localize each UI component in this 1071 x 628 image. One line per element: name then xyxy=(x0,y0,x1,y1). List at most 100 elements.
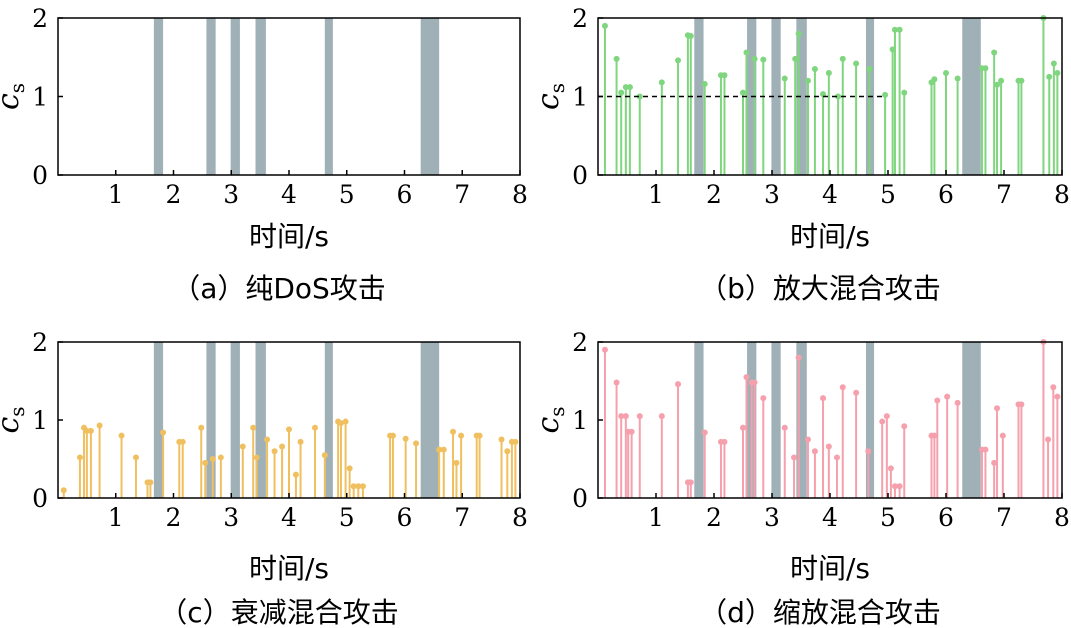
stem-marker xyxy=(751,379,758,386)
stem-marker xyxy=(675,57,682,64)
stem-marker xyxy=(476,432,483,439)
stem-marker xyxy=(931,432,938,439)
chart-panel-c: 1 2 3 4 5 6 7 8 0 1 2 cs 时间/s （c）衰减混合攻击 xyxy=(0,328,528,628)
stem-marker xyxy=(901,89,908,96)
y-axis-label-main: c xyxy=(0,93,26,110)
y-tick-label: 2 xyxy=(572,328,588,357)
stem-marker xyxy=(202,459,209,466)
x-tick-label: 3 xyxy=(764,503,780,532)
plot-frame xyxy=(57,17,521,176)
attack-interval-band xyxy=(420,342,440,498)
stem-marker xyxy=(804,436,811,443)
panel-caption: （d）缩放混合攻击 xyxy=(699,596,941,628)
stem-marker xyxy=(891,26,898,33)
stem-marker xyxy=(743,49,750,56)
x-tick-label: 1 xyxy=(648,503,664,532)
y-tick-label: 2 xyxy=(32,4,48,33)
stem-marker xyxy=(931,76,938,83)
x-tick-label: 8 xyxy=(1054,180,1070,209)
stem-marker xyxy=(882,91,889,98)
x-tick-label: 8 xyxy=(512,180,528,209)
x-tick-label: 3 xyxy=(223,180,239,209)
y-axis-label-main: c xyxy=(531,417,566,434)
stem-marker xyxy=(804,77,811,84)
y-tick-label: 0 xyxy=(32,484,48,513)
stem-marker xyxy=(601,22,608,29)
stem-marker xyxy=(721,438,728,445)
y-axis-label: cs xyxy=(0,406,29,433)
x-axis-label: 时间/s xyxy=(790,552,870,585)
stem-marker xyxy=(601,346,608,353)
stem-marker xyxy=(891,483,898,490)
attack-interval-band xyxy=(324,18,333,175)
stem-marker xyxy=(934,397,941,404)
stem-marker xyxy=(1054,69,1061,76)
x-tick-label: 2 xyxy=(166,503,182,532)
stem-marker xyxy=(1050,60,1057,67)
attack-interval-band xyxy=(324,342,333,498)
chart-panel-d: 1 2 3 4 5 6 7 8 0 1 2 cs 时间/s （d）缩放混合攻击 xyxy=(531,328,1070,628)
stem-marker xyxy=(811,66,818,73)
stem-marker xyxy=(811,448,818,455)
stem-marker xyxy=(820,395,827,402)
attack-interval-band xyxy=(153,18,164,175)
attack-interval-band xyxy=(153,342,164,498)
stem-marker xyxy=(943,69,949,76)
x-tick-label: 8 xyxy=(1054,503,1070,532)
stem-marker xyxy=(781,424,788,431)
stem-marker xyxy=(866,66,873,73)
y-axis-label-subscript: s xyxy=(545,83,569,93)
stem-marker xyxy=(887,465,894,472)
stem-marker xyxy=(618,413,625,420)
stem-marker xyxy=(271,448,278,455)
stem-marker xyxy=(795,30,802,37)
stem-marker xyxy=(944,393,951,400)
x-tick-label: 2 xyxy=(706,503,722,532)
stem-marker xyxy=(504,448,511,455)
y-axis-label-subscript: s xyxy=(5,83,29,93)
stem-marker xyxy=(998,77,1005,84)
stem-marker xyxy=(994,81,1001,88)
panel-caption: （b）放大混合攻击 xyxy=(699,272,941,305)
x-tick-label: 2 xyxy=(706,180,722,209)
stem-marker xyxy=(286,426,292,433)
stem-marker xyxy=(198,424,205,431)
stem-marker xyxy=(896,26,903,33)
stem-marker xyxy=(865,448,872,455)
stem-marker xyxy=(76,454,83,461)
x-tick-label: 4 xyxy=(822,180,838,209)
stem-marker xyxy=(795,354,802,361)
x-tick-label: 1 xyxy=(108,180,124,209)
stem-marker xyxy=(740,89,746,96)
stem-marker xyxy=(675,381,682,388)
stem-marker xyxy=(994,405,1001,412)
stem-marker xyxy=(791,454,798,461)
x-tick-label: 5 xyxy=(880,180,896,209)
x-tick-label: 1 xyxy=(108,503,124,532)
stem-marker xyxy=(118,432,125,439)
x-axis-label: 时间/s xyxy=(249,552,329,585)
stem-marker xyxy=(781,75,788,82)
stem-marker xyxy=(982,65,989,72)
stem-marker xyxy=(835,93,842,100)
stem-marker xyxy=(311,424,318,431)
stem-marker xyxy=(355,483,362,490)
stem-marker xyxy=(853,389,860,396)
stem-marker xyxy=(498,436,505,443)
y-tick-label: 2 xyxy=(572,4,588,33)
stem-marker xyxy=(999,432,1006,439)
stem-marker xyxy=(292,471,299,478)
stem-marker xyxy=(239,443,246,450)
stem-marker xyxy=(743,374,750,381)
x-tick-label: 6 xyxy=(397,180,413,209)
stem-marker xyxy=(450,428,457,435)
stem-marker xyxy=(389,432,396,439)
y-tick-label: 1 xyxy=(32,83,48,112)
attack-interval-band xyxy=(796,342,807,498)
stem-marker xyxy=(402,435,409,442)
stem-marker xyxy=(453,459,460,466)
y-tick-label: 0 xyxy=(572,161,588,190)
y-tick-label: 2 xyxy=(32,328,48,357)
x-tick-label: 4 xyxy=(281,503,297,532)
stem-marker xyxy=(954,75,961,82)
